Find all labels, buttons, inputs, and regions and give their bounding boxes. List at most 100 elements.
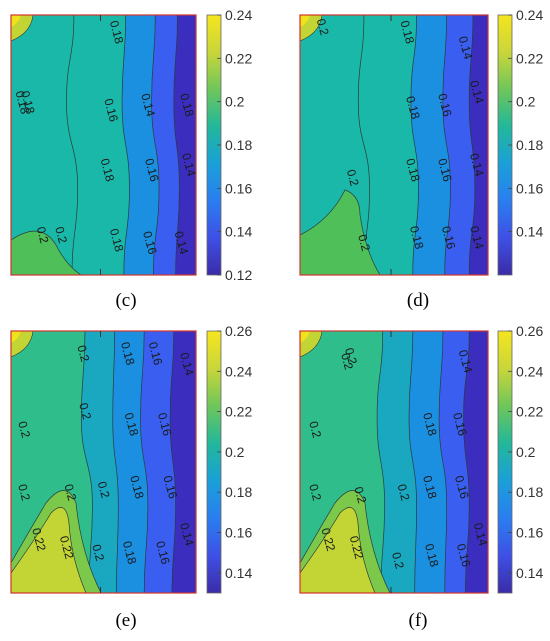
contour-label: 0.2 — [34, 225, 52, 245]
colorbar-tick-label: 0.24 — [516, 363, 543, 379]
contour-label: 0.16 — [142, 157, 162, 183]
contour-label: 0.2 — [344, 168, 362, 188]
contour-label: 0.2 — [395, 483, 413, 503]
colorbar-tick-label: 0.18 — [516, 484, 543, 500]
contour-label: 0.18 — [107, 227, 127, 253]
colorbar-tick-label: 0.14 — [225, 224, 252, 240]
contour-blob — [11, 15, 21, 27]
contour-label: 0.18 — [420, 474, 440, 500]
colorbar-tick-label: 0.2 — [516, 94, 536, 110]
contour-blob — [300, 189, 381, 275]
colorbar-tick-label: 0.14 — [516, 224, 543, 240]
colorbar-tick-label: 0.16 — [516, 525, 543, 541]
contour-label: 0.2 — [314, 17, 332, 37]
contour-label: 0.22 — [319, 526, 339, 552]
contour-label: 0.2 — [355, 233, 373, 253]
contour-label: 0.18 — [403, 157, 423, 183]
contour-label: 0.14 — [467, 152, 487, 178]
contour-label: 0.14 — [467, 79, 487, 105]
contour-label: 0.2 — [389, 551, 407, 571]
contour-label: 0.16 — [153, 540, 173, 566]
contour-label: 0.2 — [15, 483, 33, 503]
contour-label: 0.2 — [74, 344, 92, 364]
contour-label: 0.18 — [107, 19, 127, 45]
contour-label: 0.16 — [435, 92, 455, 118]
colorbar-tick-label: 0.24 — [516, 7, 543, 23]
contour-label: 0.2 — [95, 480, 113, 500]
contour-label: 0.2 — [89, 543, 107, 563]
plot-frame — [299, 330, 489, 594]
panel-caption: (e) — [115, 610, 136, 631]
contour-label: 0.2 — [15, 420, 33, 440]
contour-label: 0.18 — [98, 157, 118, 183]
contour-label: 0.14 — [467, 224, 487, 250]
contour-label: 0.2 — [61, 483, 79, 503]
colorbar-tick-label: 0.26 — [225, 323, 252, 339]
contour-blob — [11, 230, 82, 275]
colorbar-tick-label: 0.12 — [225, 267, 252, 283]
colorbar-tick-label: 0.26 — [516, 323, 543, 339]
colorbar-tick-label: 0.22 — [516, 50, 543, 66]
contour-label: 0.16 — [454, 542, 474, 568]
contour-label: 0.16 — [452, 474, 472, 500]
contour-label: 0.16 — [160, 474, 180, 500]
contour-label: 0.16 — [435, 157, 455, 183]
contour-label: 0.2 — [338, 352, 356, 372]
contour-label: 0.2 — [351, 485, 369, 505]
colorbar-tick-label: 0.14 — [516, 565, 543, 581]
contour-band — [169, 331, 196, 593]
contour-label: 0.2 — [52, 225, 70, 245]
contour-label: 0.14 — [177, 521, 197, 547]
contour-band — [468, 15, 488, 275]
colorbar-tick-label: 0.14 — [225, 565, 252, 581]
contour-label: 0.18 — [407, 224, 427, 250]
panel-caption: (c) — [115, 290, 136, 311]
contour-label: 0.16 — [450, 411, 470, 437]
contour-plot: 0.20.2 0.140.2 0.18 0.160.20.2 0.18 0.160.20.… — [300, 331, 488, 593]
contour-label: 0.18 — [18, 89, 38, 115]
colorbar-tick-label: 0.16 — [225, 180, 252, 196]
contour-label: 0.14 — [456, 35, 476, 61]
colorbar-tick-label: 0.18 — [225, 484, 252, 500]
contour-label: 0.18 — [177, 92, 197, 118]
colorbar — [497, 330, 513, 594]
colorbar-tick-label: 0.24 — [225, 363, 252, 379]
contour-label: 0.18 — [422, 542, 442, 568]
contour-label: 0.16 — [439, 224, 459, 250]
contour-label: 0.18 — [122, 411, 142, 437]
colorbar-tick-label: 0.2 — [225, 444, 245, 460]
colorbar-tick-label: 0.22 — [225, 50, 252, 66]
panel-1: 0.180.18 0.16 0.14 0.180.18 0.16 0.140.18 0.16… — [10, 7, 252, 311]
contour-label: 0.2 — [306, 420, 324, 440]
contour-blob — [300, 507, 376, 593]
contour-label: 0.14 — [138, 92, 158, 118]
contour-blob — [300, 331, 310, 343]
contour-label: 0.16 — [155, 411, 175, 437]
contour-label: 0.16 — [101, 97, 121, 123]
colorbar-tick-label: 0.18 — [225, 137, 252, 153]
contour-label: 0.16 — [146, 340, 166, 366]
contour-label: 0.2 — [306, 483, 324, 503]
contour-label: 0.18 — [12, 89, 32, 115]
contour-blob — [11, 507, 87, 593]
colorbar-tick-label: 0.22 — [516, 404, 543, 420]
contour-label: 0.14 — [177, 351, 197, 377]
contour-plot: 0.2 0.18 0.16 0.140.20.2 0.18 0.160.20.2 0.18 0… — [11, 331, 197, 593]
contour-label: 0.14 — [172, 230, 192, 256]
panel-caption: (f) — [409, 610, 428, 631]
contour-plot: 0.2 0.18 0.14 0.18 0.16 0.14 0.18 0.16 0.14 0.2 0.… — [300, 15, 488, 275]
contour-label: 0.18 — [127, 474, 147, 500]
panel-3: 0.2 0.18 0.16 0.140.20.2 0.18 0.160.20.2 0.18 0… — [10, 323, 252, 631]
colorbar-tick-label: 0.2 — [225, 94, 245, 110]
contour-label: 0.22 — [57, 534, 77, 560]
colorbar-tick-label: 0.16 — [516, 180, 543, 196]
colorbar-tick-label: 0.18 — [516, 137, 543, 153]
contour-label: 0.16 — [140, 230, 160, 256]
panel-2: 0.2 0.18 0.14 0.18 0.16 0.14 0.18 0.16 0.14 0.2 0.… — [299, 7, 543, 311]
contour-band — [173, 15, 196, 275]
contour-plot: 0.180.18 0.16 0.14 0.180.18 0.16 0.140.18 0.16… — [11, 15, 197, 275]
panel-4: 0.2 0.2 0.14 0.2 0.18 0.16 0.2 0.2 0.18 0.16 0.2 0.… — [299, 323, 543, 631]
colorbar-tick-label: 0.24 — [225, 7, 252, 23]
colorbar-tick-label: 0.2 — [516, 444, 536, 460]
